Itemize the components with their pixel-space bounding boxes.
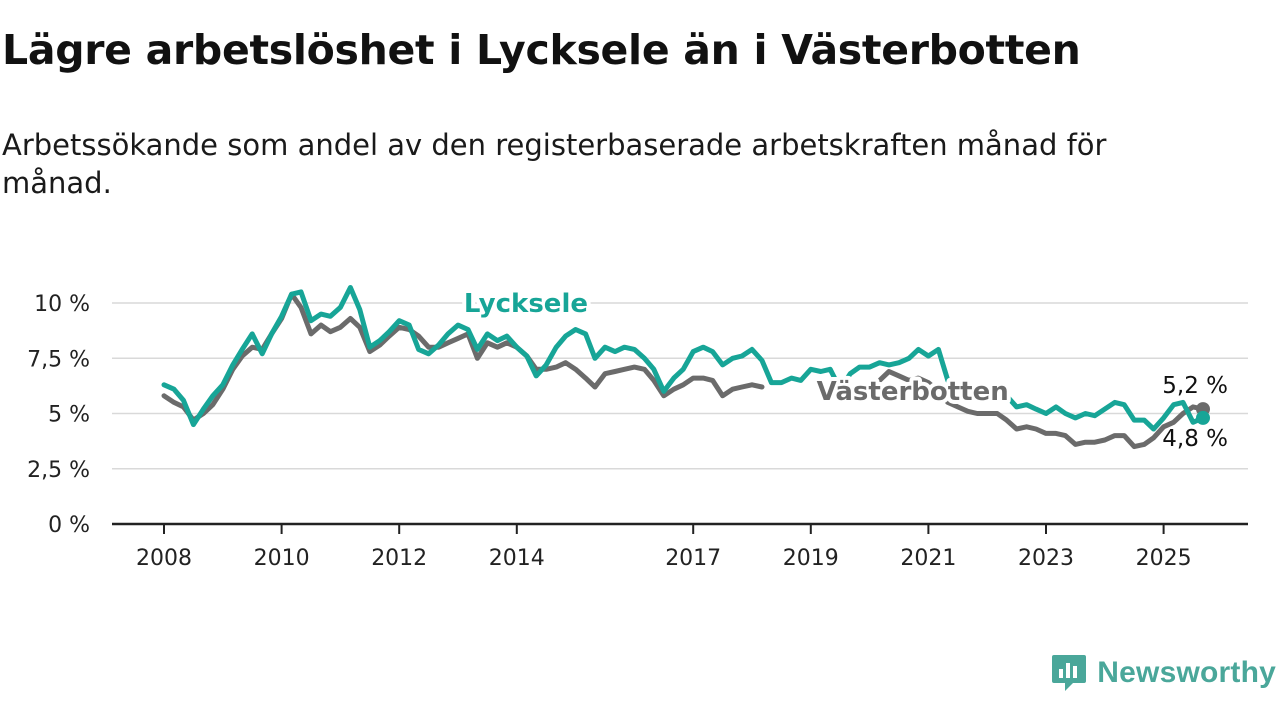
chart-title: Lägre arbetslöshet i Lycksele än i Väste… (2, 26, 1081, 74)
chart-subtitle: Arbetssökande som andel av den registerb… (2, 128, 1107, 200)
y-tick-label: 5 % (48, 403, 90, 428)
y-tick-label: 10 % (34, 292, 90, 317)
x-tick-label: 2025 (1136, 546, 1192, 571)
brand-logo: Newsworthy (1051, 652, 1276, 694)
x-tick-label: 2014 (489, 546, 545, 571)
series-line-vasterbotten (867, 369, 1206, 450)
y-tick-label: 7,5 % (27, 347, 90, 372)
end-point-lycksele (1195, 410, 1210, 425)
x-tick-label: 2008 (136, 546, 192, 571)
end-label-lycksele: 4,8 % (1162, 426, 1228, 452)
x-tick-label: 2010 (254, 546, 310, 571)
series-label: Lycksele (464, 289, 588, 319)
x-tick-label: 2012 (371, 546, 427, 571)
series-label-halo: Lycksele (464, 289, 588, 319)
x-tick-label: 2017 (665, 546, 721, 571)
series-label-halo: Västerbotten (817, 377, 1009, 407)
newsworthy-logo-icon (1052, 655, 1087, 691)
brand-name: Newsworthy (1097, 656, 1276, 689)
x-tick-label: 2019 (783, 546, 839, 571)
y-tick-label: 0 % (48, 513, 90, 538)
x-tick-label: 2023 (1018, 546, 1074, 571)
series-label: Västerbotten (817, 377, 1009, 407)
x-tick-label: 2021 (900, 546, 956, 571)
y-tick-label: 2,5 % (27, 458, 90, 483)
end-label-vasterbotten: 5,2 % (1162, 373, 1228, 399)
series-line-lycksele (161, 285, 1206, 432)
